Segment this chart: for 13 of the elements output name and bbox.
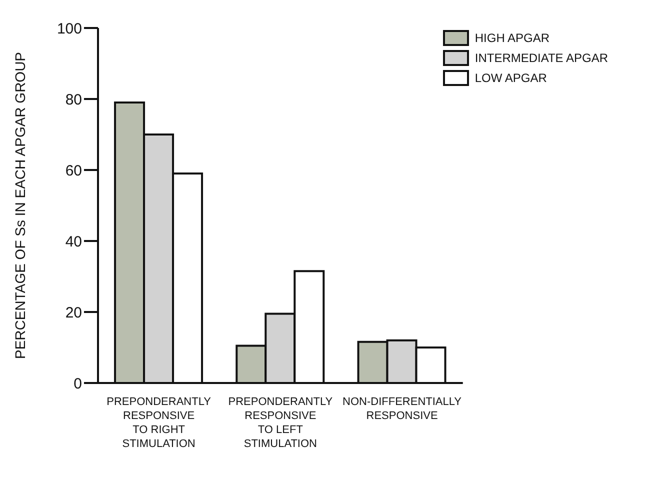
y-tick-label: 40 [65, 233, 82, 250]
y-axis-title: PERCENTAGE OF Ss IN EACH APGAR GROUP [12, 52, 28, 360]
legend-label: INTERMEDIATE APGAR [474, 51, 608, 65]
y-tick-label: 60 [65, 162, 82, 180]
legend-label: LOW APGAR [474, 71, 547, 85]
x-tick-label: NON-DIFFERENTIALLY RESPONSIVE [342, 396, 462, 422]
y-tick-label: 80 [65, 91, 82, 108]
x-tick-label: PREPONDERANTLY RESPONSIVE TO LEFT STIMULATION [228, 396, 334, 450]
y-tick-label: 100 [56, 20, 82, 38]
x-tick-label: PREPONDERANTLY RESPONSIVE TO RIGHT STIMULATION [106, 396, 212, 450]
legend-label: HIGH APGAR [474, 31, 550, 45]
y-tick-label: 0 [74, 375, 82, 392]
y-tick-label: 20 [65, 304, 82, 322]
